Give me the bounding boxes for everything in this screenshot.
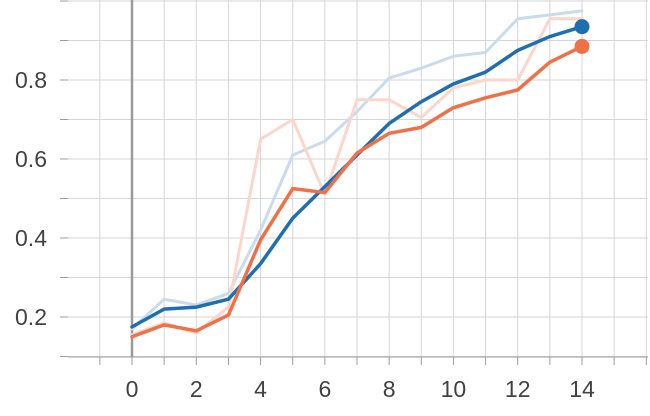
grid [68, 0, 648, 357]
x-tick-label: 14 [569, 376, 595, 402]
series-0-endpoint-marker [574, 19, 590, 35]
y-tick-label: 0.6 [15, 146, 47, 172]
y-tick-label: 0.8 [15, 67, 47, 93]
tick-labels: 0 2 4 6 8 10 12 14 0.2 0.4 0.6 0.8 [15, 67, 595, 402]
series [130, 9, 590, 339]
series-1-endpoint-marker [574, 38, 590, 54]
x-tick-label: 6 [318, 376, 331, 402]
series-1-smoothed-line [130, 44, 584, 339]
x-tick-label: 12 [505, 376, 531, 402]
x-tick-label: 2 [190, 376, 203, 402]
x-tick-label: 4 [254, 376, 267, 402]
y-tick-label: 0.2 [15, 304, 47, 330]
x-tick-label: 10 [441, 376, 467, 402]
x-tick-label: 8 [383, 376, 396, 402]
axes [60, 0, 648, 365]
x-tick-label: 0 [126, 376, 139, 402]
y-tick-label: 0.4 [15, 225, 47, 251]
series-0-raw-line [130, 9, 584, 331]
